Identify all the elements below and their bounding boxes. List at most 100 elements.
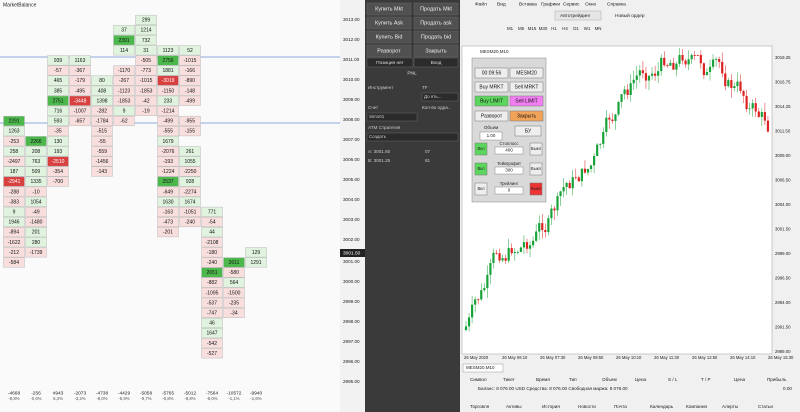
timeframe[interactable]: M1: [507, 26, 514, 31]
label[interactable]: Buy LIMIT: [480, 98, 503, 104]
timeframe[interactable]: M30: [539, 26, 548, 31]
panel-toggle[interactable]: [474, 182, 488, 196]
cluster-cell: [201, 287, 223, 298]
cluster-cell: [179, 186, 201, 197]
bottom-tab[interactable]: Активы: [506, 404, 522, 409]
order-button-label[interactable]: Продать Mkt: [420, 6, 452, 12]
panel-toggle[interactable]: [529, 182, 543, 196]
candle-body: [593, 156, 596, 166]
panel-button[interactable]: [514, 125, 542, 137]
label[interactable]: 00:09:56: [482, 70, 502, 76]
order-button[interactable]: [366, 30, 412, 44]
candle-body: [626, 89, 629, 95]
menu-item[interactable]: Справка: [607, 1, 626, 7]
panel-button[interactable]: [509, 67, 544, 79]
label[interactable]: Sell LIMIT: [515, 98, 538, 104]
menu-item[interactable]: Вставка: [519, 1, 537, 7]
panel-button[interactable]: [509, 95, 544, 107]
menu-item[interactable]: Графики: [541, 1, 560, 7]
order-button-label[interactable]: Разворот: [377, 48, 401, 54]
label[interactable]: Разворот: [481, 113, 503, 119]
candle-body: [654, 73, 657, 76]
order-button-label[interactable]: Купить Mkt: [375, 6, 403, 12]
candle-body: [620, 94, 623, 102]
cluster-value: -700: [53, 179, 63, 185]
column-percent: 6,3%: [53, 396, 63, 401]
bottom-tab[interactable]: Новости: [578, 404, 596, 409]
bottom-tab[interactable]: Статьи: [758, 404, 773, 409]
bottom-tab[interactable]: Почта: [614, 404, 627, 409]
order-button[interactable]: [366, 2, 412, 16]
cluster-value: 1263: [8, 129, 19, 135]
panel-button[interactable]: [474, 110, 509, 122]
bottom-tab[interactable]: Алерты: [722, 404, 738, 409]
bottom-tab[interactable]: Календарь: [650, 404, 674, 409]
label[interactable]: MESM20,M10: [466, 365, 495, 370]
order-button-label[interactable]: Продать ask: [420, 20, 452, 26]
order-button[interactable]: [413, 2, 459, 16]
label[interactable]: Автотрейдинг: [560, 12, 591, 19]
label[interactable]: Новый ордер: [615, 12, 645, 19]
timeframe[interactable]: D1: [573, 26, 579, 31]
cluster-value: -1853: [118, 98, 131, 104]
menu-item[interactable]: Файл: [475, 0, 487, 7]
cluster-cell: [157, 95, 179, 106]
cluster-value: -35: [54, 129, 61, 135]
menu-item[interactable]: Сервис: [563, 1, 580, 7]
menu-item[interactable]: Окно: [585, 1, 596, 7]
bottom-tab[interactable]: Торговля: [470, 404, 490, 409]
cluster-cell: [47, 126, 69, 137]
label[interactable]: Вкл: [477, 146, 485, 151]
timeframe[interactable]: M15: [528, 26, 537, 31]
timeframe[interactable]: MN: [595, 26, 602, 31]
timeframe[interactable]: H1: [551, 26, 557, 31]
panel-button[interactable]: [474, 95, 509, 107]
cluster-value: -2108: [206, 240, 219, 246]
bottom-tab[interactable]: История: [542, 404, 560, 409]
candle-body: [666, 65, 669, 67]
price-axis-bg: [340, 0, 365, 412]
panel-toggle[interactable]: [474, 162, 488, 176]
autotrade-button[interactable]: [554, 10, 602, 21]
label[interactable]: БУ: [525, 128, 532, 134]
order-button[interactable]: [366, 44, 412, 58]
panel-button[interactable]: [474, 81, 509, 93]
cluster-cell: [25, 237, 47, 248]
panel-button[interactable]: [474, 67, 509, 79]
order-button[interactable]: [366, 16, 412, 30]
candle-body: [471, 304, 474, 318]
label[interactable]: Вкл: [477, 166, 485, 171]
panel-button[interactable]: [509, 81, 544, 93]
label[interactable]: Выкл: [531, 146, 542, 151]
order-button[interactable]: [413, 30, 459, 44]
order-button-label[interactable]: Продать bid: [421, 34, 451, 40]
panel-toggle[interactable]: [529, 142, 543, 156]
label[interactable]: Sell MRKT: [515, 84, 539, 90]
order-button[interactable]: [413, 16, 459, 30]
label[interactable]: Buy MRKT: [479, 84, 503, 90]
cluster-value: -2076: [162, 149, 175, 155]
panel-button[interactable]: [509, 110, 544, 122]
order-button[interactable]: [413, 44, 459, 58]
cluster-value: -3448: [74, 98, 87, 104]
order-button-label[interactable]: Закрыть: [425, 48, 446, 54]
timeframe[interactable]: H4: [562, 26, 568, 31]
panel-toggle[interactable]: [529, 162, 543, 176]
label[interactable]: Закрыть: [517, 113, 537, 119]
chart-tab[interactable]: [462, 363, 504, 373]
label[interactable]: Выкл: [531, 166, 542, 171]
timeframe[interactable]: M5: [518, 26, 525, 31]
panel-toggle[interactable]: [474, 142, 488, 156]
label: Создать: [369, 134, 387, 139]
order-button-label[interactable]: Купить Ask: [375, 20, 403, 26]
bottom-tab[interactable]: Компания: [686, 404, 708, 409]
label[interactable]: Выкл: [531, 186, 542, 191]
order-button-label[interactable]: Купить Bid: [376, 34, 403, 40]
cluster-value: -1051: [184, 210, 197, 216]
cluster-cell: [3, 196, 25, 207]
timeframe[interactable]: W1: [584, 26, 591, 31]
label[interactable]: MESM20: [516, 70, 537, 76]
menu-item[interactable]: Вид: [497, 1, 506, 7]
cluster-value: -282: [97, 109, 107, 115]
label[interactable]: Вкл: [477, 186, 485, 191]
